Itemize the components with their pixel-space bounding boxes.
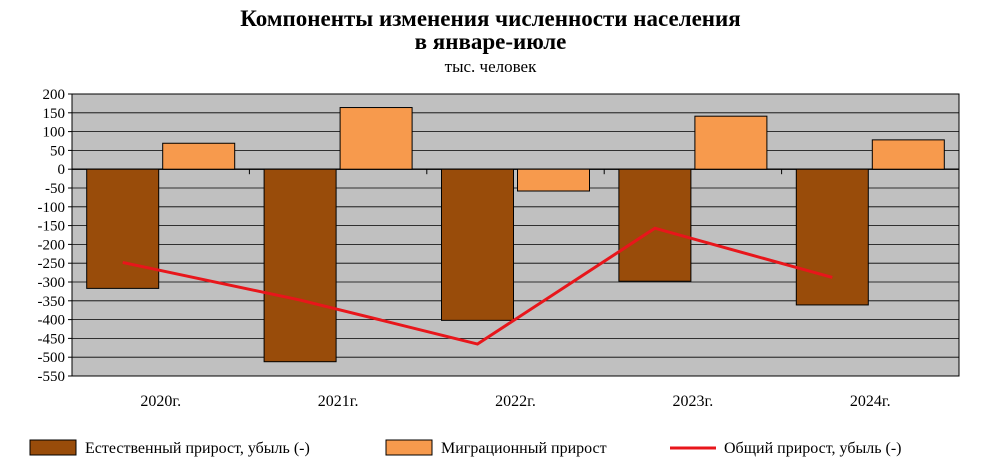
x-tick-label: 2024г. [850, 393, 891, 410]
y-tick-label: -400 [38, 313, 66, 329]
natural-growth-bar [618, 168, 692, 282]
y-tick-label: -450 [38, 331, 66, 347]
y-tick-label: -350 [38, 294, 66, 310]
y-tick-label: 200 [43, 87, 66, 103]
x-tick-label: 2021г. [318, 393, 359, 410]
migration-growth-bar [871, 139, 945, 170]
natural-growth-bar [263, 168, 337, 363]
chart-title-line2: в январе-июле [414, 29, 567, 54]
legend-label-total: Общий прирост, убыль (-) [724, 440, 902, 457]
y-tick-label: -150 [38, 219, 66, 235]
x-tick-label: 2020г. [140, 393, 181, 410]
y-tick-label: -550 [38, 369, 66, 385]
y-tick-label: -500 [38, 350, 66, 366]
legend-label-natural: Естественный прирост, убыль (-) [85, 440, 310, 457]
plot-area: 200 150 100 50 0 -50 -100 -150 -200 -250 -300 -350 -… [38, 87, 960, 410]
legend-swatch-natural [29, 439, 77, 456]
x-tick-label: 2023г. [673, 393, 714, 410]
natural-growth-bar [441, 168, 514, 321]
chart-subtitle: тыс. человек [444, 57, 537, 76]
migration-growth-bar [162, 142, 236, 170]
y-tick-label: -100 [38, 200, 66, 216]
total-growth-line [122, 226, 833, 346]
migration-growth-bar [694, 115, 768, 170]
legend-swatch-migration [385, 439, 433, 456]
y-tick-label: 0 [58, 162, 66, 178]
y-tick-label: 50 [50, 143, 65, 159]
y-tick-label: -200 [38, 237, 66, 253]
legend-label-migration: Миграционный прирост [441, 440, 607, 457]
natural-growth-bar [795, 168, 869, 306]
y-tick-label: 100 [43, 125, 66, 141]
x-tick-label: 2022г. [495, 393, 536, 410]
migration-growth-bar [517, 168, 590, 192]
chart-title: Компоненты изменения численности населен… [240, 6, 741, 31]
natural-growth-bar [86, 168, 160, 289]
y-tick-label: -300 [38, 275, 66, 291]
migration-growth-bar [339, 107, 413, 170]
y-tick-label: -250 [38, 256, 66, 272]
y-tick-label: -50 [45, 181, 65, 197]
y-tick-label: 150 [43, 106, 66, 122]
legend: Естественный прирост, убыль (-) Миграцион… [29, 439, 902, 457]
